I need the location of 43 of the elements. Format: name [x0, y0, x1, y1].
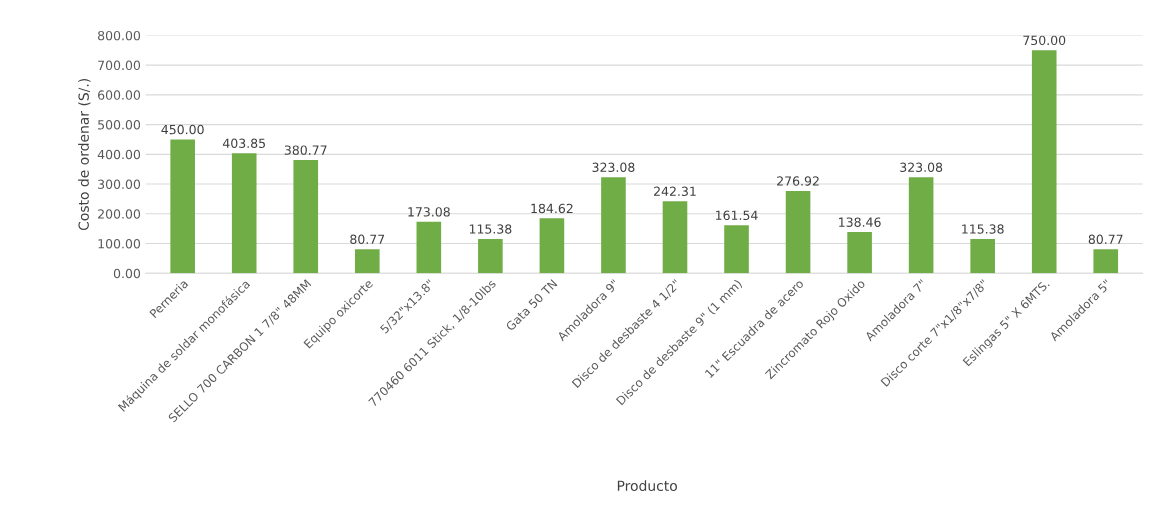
bar: [539, 218, 565, 274]
data-label: 750.00: [1023, 35, 1066, 46]
y-tick-label: 700.00: [98, 60, 141, 71]
bar: [970, 238, 995, 274]
bar: [662, 201, 688, 274]
bar: [847, 232, 872, 274]
data-label: 80.77: [350, 234, 385, 245]
y-tick-label: 300.00: [98, 179, 141, 189]
bar: [601, 177, 626, 274]
x-axis-title: Producto: [617, 480, 677, 492]
data-label: 323.08: [900, 162, 943, 172]
y-tick-label: 500.00: [98, 120, 141, 130]
data-label: 115.38: [962, 224, 1004, 234]
data-label: 184.62: [531, 203, 573, 214]
bar: [231, 153, 257, 274]
bar: [354, 249, 380, 274]
data-label: 242.31: [654, 186, 696, 197]
bar: [1093, 249, 1119, 274]
y-tick-label: 600.00: [98, 90, 141, 100]
y-tick-label: 0.00: [113, 268, 141, 279]
data-label: 80.77: [1088, 234, 1123, 245]
data-label: 138.46: [839, 217, 881, 227]
y-tick-label: 800.00: [98, 30, 141, 41]
data-label: 450.00: [161, 124, 204, 135]
data-label: 323.08: [592, 162, 635, 172]
data-label: 161.54: [716, 210, 758, 221]
bar: [293, 160, 319, 274]
bar: [785, 190, 811, 274]
y-tick-label: 400.00: [97, 149, 141, 160]
bar: [478, 238, 503, 274]
bar: [170, 139, 195, 274]
y-axis-title: Costo de ordenar (S/.): [78, 78, 91, 231]
bar: [908, 177, 934, 274]
data-label: 403.85: [222, 138, 265, 148]
data-label: 115.38: [469, 224, 512, 234]
bar: [416, 221, 442, 274]
y-tick-label: 200.00: [98, 209, 141, 219]
data-label: 173.08: [408, 207, 450, 217]
data-label: 380.77: [284, 145, 327, 155]
bar: [724, 225, 749, 274]
bar: [1031, 50, 1057, 274]
data-label: 276.92: [777, 176, 819, 186]
y-tick-label: 100.00: [98, 238, 141, 249]
